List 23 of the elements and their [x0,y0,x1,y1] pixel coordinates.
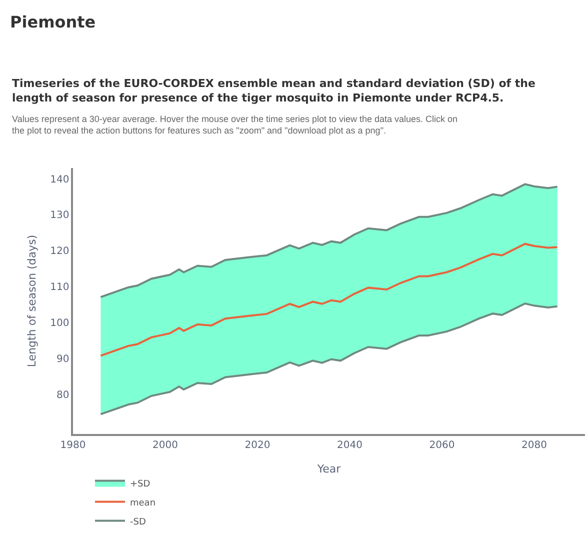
chart-subtitle: Timeseries of the EURO-CORDEX ensemble mean and standard deviation (SD) of the length of season for presence of the tiger mosquito in Piemonte under RCP4.5. [12,77,536,104]
x-tick-label: 2080 [522,440,547,451]
text: Values represent a 30-year average. Hover the mouse over the time series plot to view the data values. Click on the plot to reveal the action buttons for features such as "zoom" and "download plot as a png". [12,114,458,136]
y-tick-label: 130 [50,210,70,222]
y-tick-label: 110 [50,282,70,294]
x-tick-label: 1980 [60,440,86,451]
line-series [100,242,558,357]
x-tick-label: 2000 [152,440,178,451]
y-tick-label: 90 [56,354,70,366]
y-axis-title: Length of season (days) [25,234,38,368]
x-axis-title: Year [316,462,342,476]
x-tick-label: 2020 [244,440,270,451]
legend-label: +SD [130,479,150,490]
y-tick-label: 100 [50,318,70,330]
x-tick-label: 2040 [337,440,362,451]
y-tick-label: 120 [50,246,70,258]
chart-title: Piemonte [10,12,96,32]
legend-label: mean [130,498,156,508]
y-tick-label: 80 [56,390,70,401]
y-tick-label: 140 [50,174,70,186]
line-series [100,302,558,416]
legend-label: -SD [130,517,146,528]
x-tick-label: 2060 [429,440,455,451]
